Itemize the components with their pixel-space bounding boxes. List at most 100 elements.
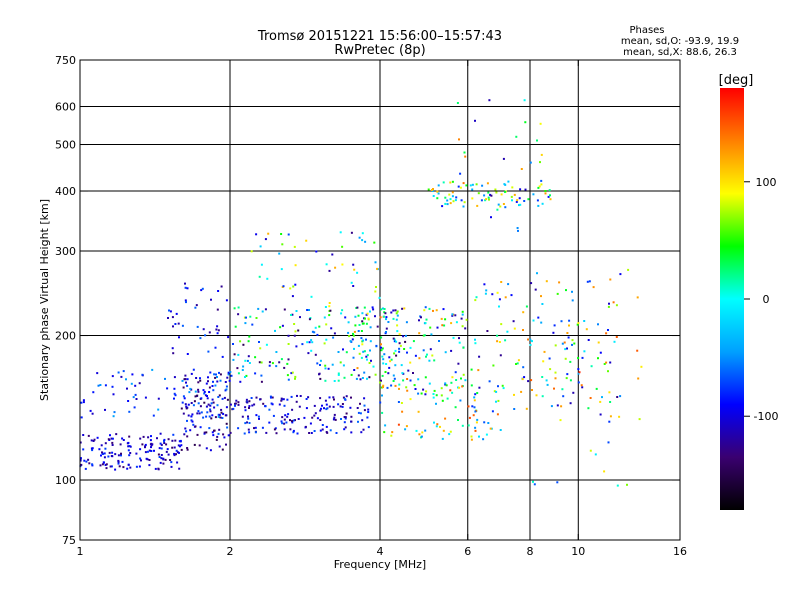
data-point <box>390 358 393 361</box>
data-point <box>464 327 467 330</box>
data-point <box>569 402 572 405</box>
data-point <box>409 379 412 382</box>
data-point <box>275 432 278 435</box>
data-point <box>186 384 189 387</box>
data-point <box>420 435 423 438</box>
data-point <box>163 440 165 442</box>
data-point <box>333 332 336 335</box>
data-point <box>128 435 131 438</box>
data-point <box>333 380 336 382</box>
data-point <box>425 355 427 358</box>
data-point <box>384 424 387 427</box>
data-point <box>314 353 317 356</box>
data-point <box>360 431 363 434</box>
data-point <box>399 344 402 347</box>
data-point <box>82 434 85 436</box>
data-point <box>380 386 383 389</box>
data-point <box>171 316 174 319</box>
data-point <box>88 462 91 465</box>
data-point <box>284 414 287 417</box>
data-point <box>449 430 452 433</box>
data-point <box>362 322 365 325</box>
data-point <box>221 417 224 419</box>
data-point <box>349 406 352 409</box>
data-point <box>221 397 224 400</box>
data-point <box>507 283 510 286</box>
data-point <box>127 449 130 452</box>
data-point <box>374 373 377 376</box>
colorbar-tick-label: 0 <box>763 293 770 306</box>
data-point <box>381 411 384 414</box>
data-point <box>217 290 220 292</box>
data-point <box>459 172 462 175</box>
data-point <box>445 384 448 387</box>
data-point <box>313 331 316 334</box>
data-point <box>183 397 186 400</box>
data-point <box>131 373 134 376</box>
data-point <box>577 368 580 371</box>
data-point <box>292 285 295 288</box>
data-point <box>103 452 106 455</box>
data-point <box>540 295 542 298</box>
data-point <box>278 403 281 406</box>
data-point <box>363 409 366 412</box>
data-point <box>427 188 430 191</box>
data-point <box>347 331 350 334</box>
data-point <box>210 402 213 405</box>
data-point <box>202 416 205 419</box>
data-point <box>80 416 83 419</box>
data-point <box>442 429 445 432</box>
data-point <box>404 428 407 431</box>
data-point <box>397 401 400 403</box>
data-point <box>296 432 299 435</box>
data-point <box>458 341 461 344</box>
data-point <box>571 299 574 302</box>
data-point <box>390 384 393 387</box>
data-point <box>286 362 289 365</box>
data-point <box>307 396 310 399</box>
data-point <box>274 427 277 430</box>
data-point <box>342 396 345 399</box>
data-point <box>354 315 357 318</box>
data-point <box>436 326 439 329</box>
data-point <box>167 453 170 456</box>
data-point <box>79 458 82 461</box>
data-point <box>202 328 205 331</box>
data-point <box>186 353 189 355</box>
data-point <box>540 321 543 324</box>
data-point <box>184 282 186 285</box>
data-point <box>539 161 541 164</box>
data-point <box>291 420 293 423</box>
data-point <box>541 202 544 205</box>
data-point <box>207 403 210 406</box>
data-point <box>264 308 267 311</box>
data-point <box>448 193 451 196</box>
data-point <box>498 305 500 308</box>
data-point <box>248 335 251 338</box>
data-point <box>208 386 211 389</box>
data-point <box>181 401 184 404</box>
data-point <box>286 398 289 401</box>
data-point <box>485 433 488 436</box>
data-point <box>382 315 385 318</box>
data-point <box>436 190 439 193</box>
data-point <box>417 392 420 395</box>
data-point <box>107 438 110 441</box>
data-point <box>443 324 446 327</box>
data-point <box>362 428 365 431</box>
data-point <box>118 465 121 468</box>
data-point <box>515 200 518 203</box>
y-axis-label: Stationary phase Virtual Height [km] <box>38 199 51 401</box>
data-point <box>455 321 458 324</box>
data-point <box>166 387 169 390</box>
data-point <box>599 413 602 416</box>
data-point <box>333 413 336 416</box>
data-point <box>323 342 326 345</box>
data-point <box>367 408 370 411</box>
y-tick-label: 400 <box>55 185 76 198</box>
data-point <box>382 362 385 365</box>
data-point <box>540 183 543 186</box>
x-tick-label: 8 <box>527 545 534 558</box>
data-point <box>474 410 477 413</box>
data-point <box>150 444 153 447</box>
